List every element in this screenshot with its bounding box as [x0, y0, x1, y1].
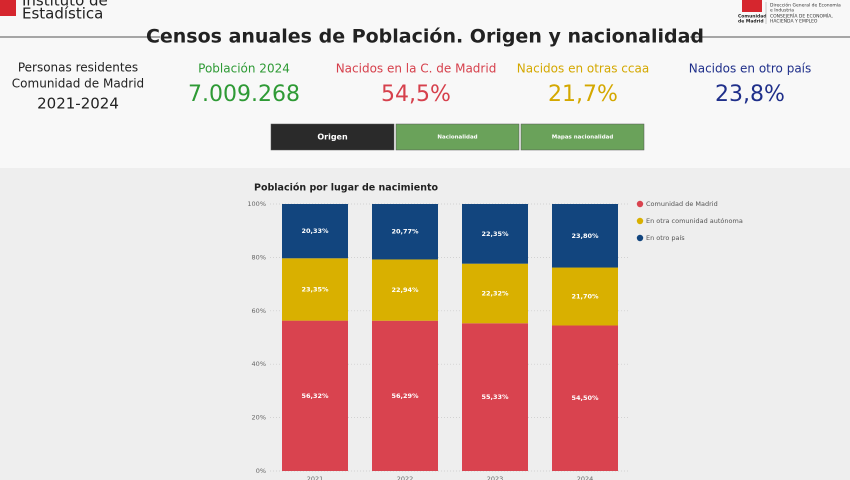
logo-text: HACIENDA Y EMPLEO [770, 19, 818, 25]
bar-segment [552, 325, 618, 471]
x-tick-label: 2021 [307, 475, 324, 480]
nav-button-label[interactable]: Mapas nacionalidad [552, 135, 614, 141]
value-label: 22,35% [481, 230, 509, 238]
logo-text: Estadística [22, 5, 103, 23]
legend-label: En otro país [646, 234, 685, 242]
value-label: 56,29% [391, 392, 419, 400]
value-label: 21,70% [571, 293, 599, 301]
bar-segment [462, 263, 528, 324]
value-label: 22,94% [391, 286, 419, 294]
kpi-value: 7.009.268 [188, 82, 300, 107]
bar-segment [372, 320, 438, 471]
logo-icon [742, 0, 762, 12]
chart-title: Población por lugar de nacimiento [254, 183, 438, 194]
legend-marker [636, 234, 644, 242]
legend-marker [636, 217, 644, 225]
chart: 0% 20% 40% 60% 80% 100% 2021 56,32% 23,35% 20,33%… [247, 200, 742, 480]
legend-label: En otra comunidad autónoma [646, 217, 743, 225]
logo-text: e Industria [770, 8, 794, 14]
value-label: 23,35% [301, 285, 329, 293]
bar-segment [282, 258, 348, 321]
logo-text: CONSEJERÍA DE ECONOMÍA, [770, 13, 833, 20]
summary-line: 2021-2024 [37, 95, 119, 113]
y-tick-label: 0% [256, 467, 266, 475]
bar-segment [372, 204, 438, 260]
legend-label: Comunidad de Madrid [646, 200, 718, 208]
bar-segment [462, 204, 528, 264]
bar-segment [462, 323, 528, 471]
value-label: 23,80% [571, 232, 599, 240]
kpi-label: Nacidos en la C. de Madrid [336, 62, 497, 76]
bar-segment [552, 267, 618, 326]
value-label: 54,50% [571, 394, 599, 402]
logo-text: Instituto de [22, 0, 108, 10]
y-tick-label: 20% [252, 414, 266, 422]
legend-marker [636, 200, 644, 208]
value-label: 55,33% [481, 393, 509, 401]
x-tick-label: 2024 [577, 475, 594, 480]
kpi-label: Población 2024 [198, 62, 290, 76]
button-row: Origen Nacionalidad Mapas nacionalidad [270, 123, 645, 151]
nav-button[interactable] [270, 123, 395, 151]
kpi-label: Nacidos en otras ccaa [517, 62, 649, 76]
kpi-value: 21,7% [548, 82, 618, 107]
logo-text: Comunidad [738, 14, 767, 20]
nav-button-label[interactable]: Nacionalidad [437, 135, 477, 141]
value-label: 22,32% [481, 289, 509, 297]
logo-icon [0, 0, 16, 16]
y-tick-label: 40% [252, 360, 266, 368]
x-tick-label: 2022 [397, 475, 414, 480]
nav-button[interactable] [520, 123, 645, 151]
nav-button-label[interactable]: Origen [317, 133, 348, 142]
bar-segment [282, 320, 348, 471]
y-tick-label: 100% [247, 200, 266, 208]
bar-segment [552, 204, 618, 268]
y-tick-label: 80% [252, 253, 266, 261]
kpi-value: 23,8% [715, 82, 785, 107]
logo-text: de Madrid [738, 19, 764, 25]
kpi-label: Nacidos en otro país [689, 62, 812, 76]
logo-text: Dirección General de Economía [770, 2, 841, 9]
page-title: Censos anuales de Población. Origen y na… [146, 26, 704, 48]
summary-line: Comunidad de Madrid [12, 77, 144, 91]
kpi-row: Población 2024 7.009.268 Nacidos en la C. … [188, 62, 811, 108]
bar-segment [282, 204, 348, 259]
kpi-value: 54,5% [381, 82, 451, 107]
value-label: 20,77% [391, 228, 419, 236]
x-tick-label: 2023 [487, 475, 504, 480]
bar-segment [372, 259, 438, 321]
value-label: 20,33% [301, 227, 329, 235]
y-tick-label: 60% [252, 307, 266, 315]
value-label: 56,32% [301, 392, 329, 400]
summary-line: Personas residentes [18, 61, 138, 75]
nav-button[interactable] [395, 123, 520, 151]
